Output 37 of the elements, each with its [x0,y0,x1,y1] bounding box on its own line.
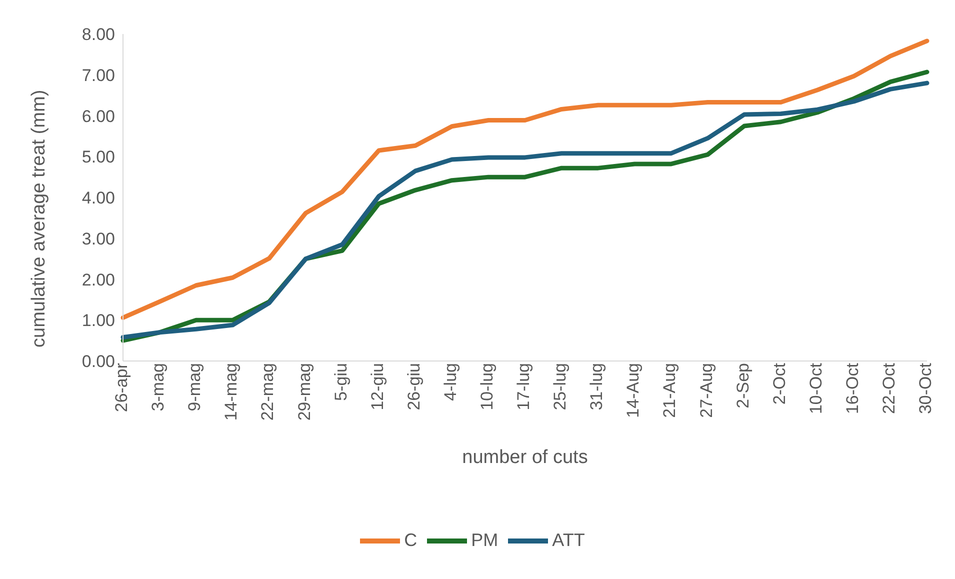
x-tick-label: 5-giu [331,363,350,401]
y-tick-label: 2.00 [82,270,115,290]
x-tick-label: 14-mag [222,363,241,421]
x-tick-label: 31-lug [587,363,606,410]
x-tick-label: 16-Oct [842,362,862,414]
x-tick-label: 29-mag [294,363,314,421]
x-tick-label: 2-Oct [770,362,789,405]
x-tick-label: 17-lug [514,363,534,410]
y-axis-title: cumulative average treat (mm) [28,90,50,348]
y-tick-label: 7.00 [82,66,115,85]
y-tick-label: 1.00 [82,311,115,330]
y-tick-label: 8.00 [82,25,115,44]
y-tick-label: 3.00 [82,229,115,248]
x-tick-label: 10-Oct [806,362,826,414]
y-tick-label: 0.00 [82,352,115,372]
y-tick-label: 6.00 [82,106,115,126]
y-tick-label: 4.00 [82,188,115,208]
x-tick-label: 9-mag [185,363,204,412]
legend-label: ATT [552,530,585,550]
legend-label: PM [471,530,498,550]
legend-label: C [404,530,418,550]
x-tick-label: 27-Aug [696,363,716,418]
x-tick-label: 22-Oct [880,362,899,414]
y-tick-label: 5.00 [82,148,115,167]
x-tick-label: 14-Aug [624,363,643,418]
x-tick-label: 4-lug [440,363,460,401]
line-series [120,38,930,320]
x-tick-label: 21-Aug [660,363,680,418]
x-tick-label: 26-giu [404,363,424,410]
x-tick-label: 3-mag [148,363,168,412]
x-tick-label: 2-Sep [733,363,752,408]
x-tick-label: 30-Oct [916,362,936,414]
x-axis-title: number of cuts [462,447,588,468]
x-tick-label: 22-mag [258,363,278,421]
x-tick-label: 10-lug [478,363,497,410]
x-tick-label: 12-giu [368,363,387,410]
x-tick-label: 25-lug [550,363,570,410]
